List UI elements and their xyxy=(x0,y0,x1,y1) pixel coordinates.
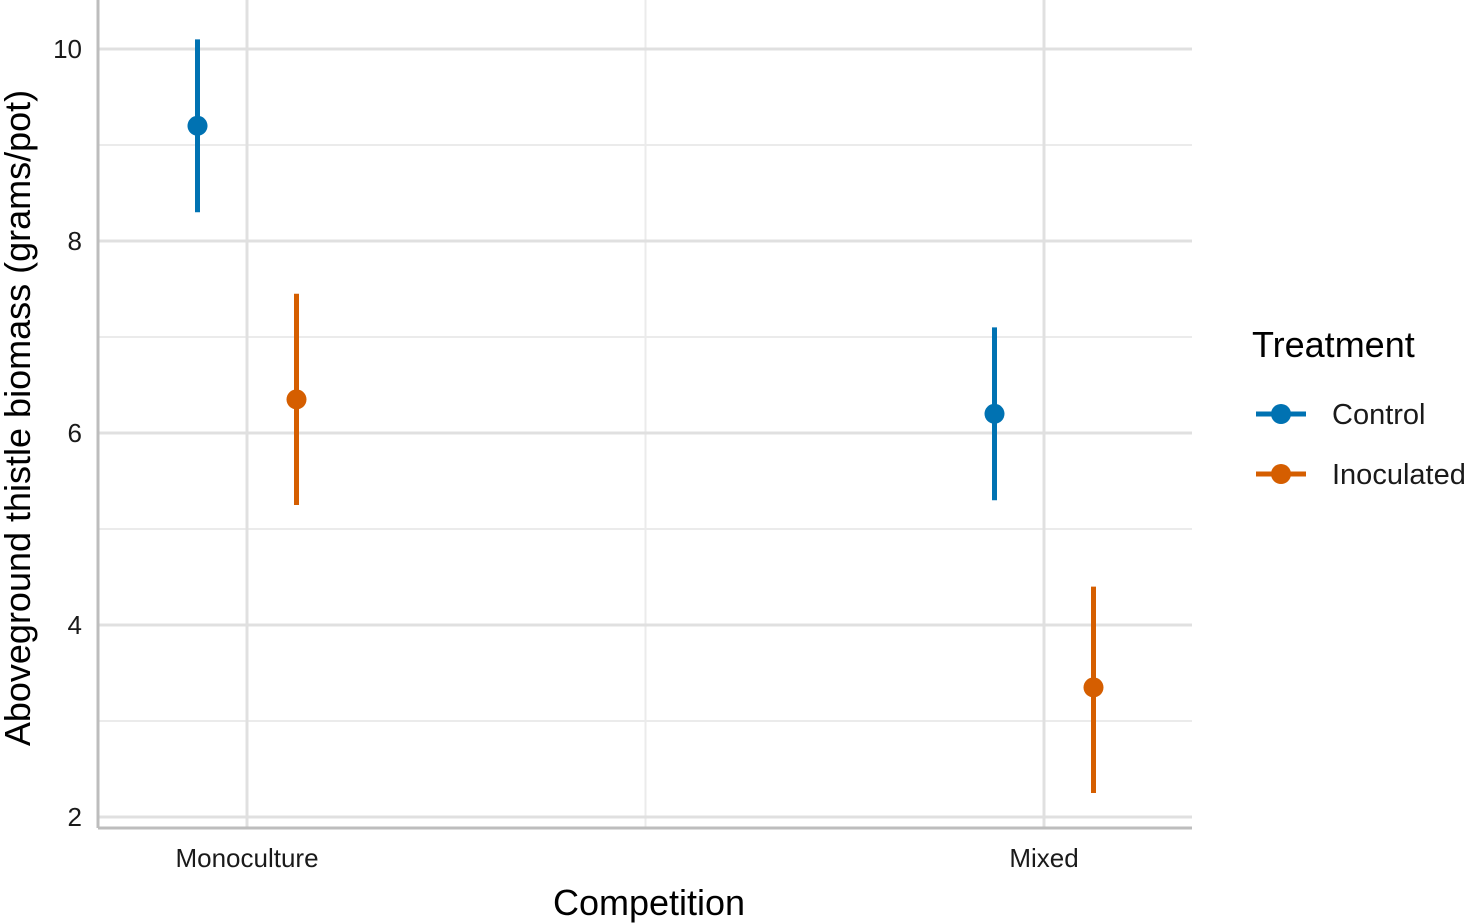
x-tick-label: Mixed xyxy=(1009,843,1078,873)
y-tick-labels: 2 4 6 8 10 xyxy=(53,34,82,832)
data-marks xyxy=(187,39,1104,793)
data-point xyxy=(1083,677,1104,698)
x-axis-title: Competition xyxy=(553,882,745,923)
legend-label: Inoculated xyxy=(1332,459,1466,491)
legend: Treatment Control Inoculated xyxy=(1252,324,1466,491)
legend-key-point xyxy=(1271,404,1291,424)
legend-key-point xyxy=(1271,464,1291,484)
y-tick-label: 6 xyxy=(68,418,82,448)
y-tick-label: 8 xyxy=(68,226,82,256)
data-point xyxy=(187,115,208,136)
y-tick-label: 2 xyxy=(68,802,82,832)
minor-gridlines xyxy=(98,0,1192,828)
axes xyxy=(96,0,1192,830)
y-tick-label: 10 xyxy=(53,34,82,64)
y-tick-label: 4 xyxy=(68,610,82,640)
data-point xyxy=(286,389,307,410)
data-point xyxy=(984,403,1005,424)
x-tick-label: Monoculture xyxy=(175,843,318,873)
legend-title: Treatment xyxy=(1252,324,1415,365)
major-gridlines xyxy=(98,0,1192,828)
x-tick-labels: Monoculture Mixed xyxy=(175,843,1078,873)
legend-label: Control xyxy=(1332,399,1426,431)
y-axis-title: Aboveground thistle biomass (grams/pot) xyxy=(0,90,38,746)
